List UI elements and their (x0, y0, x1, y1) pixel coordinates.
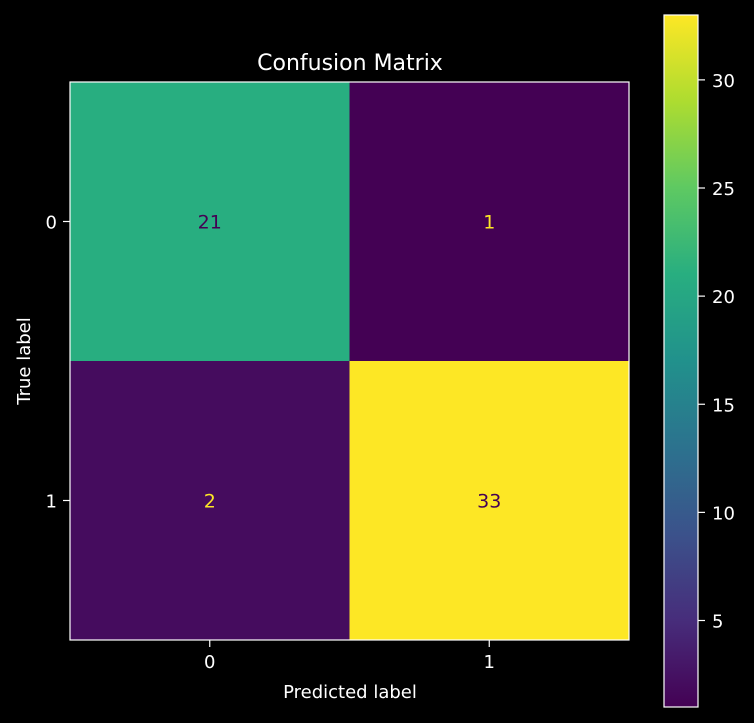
cell-value-label: 33 (477, 491, 501, 513)
colorbar-tick-label: 30 (712, 71, 735, 92)
x-axis-label: Predicted label (283, 682, 417, 703)
colorbar-tick-label: 25 (712, 179, 735, 200)
matrix-cell (349, 361, 629, 640)
y-axis-label: True label (14, 317, 35, 406)
matrix-cell (349, 82, 629, 361)
chart-title: Confusion Matrix (257, 51, 443, 76)
cell-value-label: 21 (198, 212, 222, 234)
colorbar-tick-label: 5 (712, 612, 723, 633)
colorbar-tick-label: 10 (712, 503, 735, 524)
y-tick-label: 0 (46, 213, 57, 234)
cell-value-label: 2 (204, 491, 216, 513)
colorbar-tick-label: 20 (712, 287, 735, 308)
matrix-cell (70, 361, 350, 640)
matrix-cell (70, 82, 350, 361)
x-tick-label: 0 (204, 652, 215, 673)
colorbar-tick-label: 15 (712, 395, 735, 416)
y-tick-label: 1 (46, 492, 57, 513)
x-tick-label: 1 (484, 652, 495, 673)
colorbar-ticks: 5 10 15 20 25 30 (698, 71, 735, 633)
colorbar (663, 14, 699, 708)
y-axis-ticks: 01 (46, 213, 70, 513)
matrix-cells: 21 1 2 33 (70, 82, 629, 640)
plot-frame (69, 81, 630, 641)
cell-value-label: 1 (483, 212, 495, 234)
